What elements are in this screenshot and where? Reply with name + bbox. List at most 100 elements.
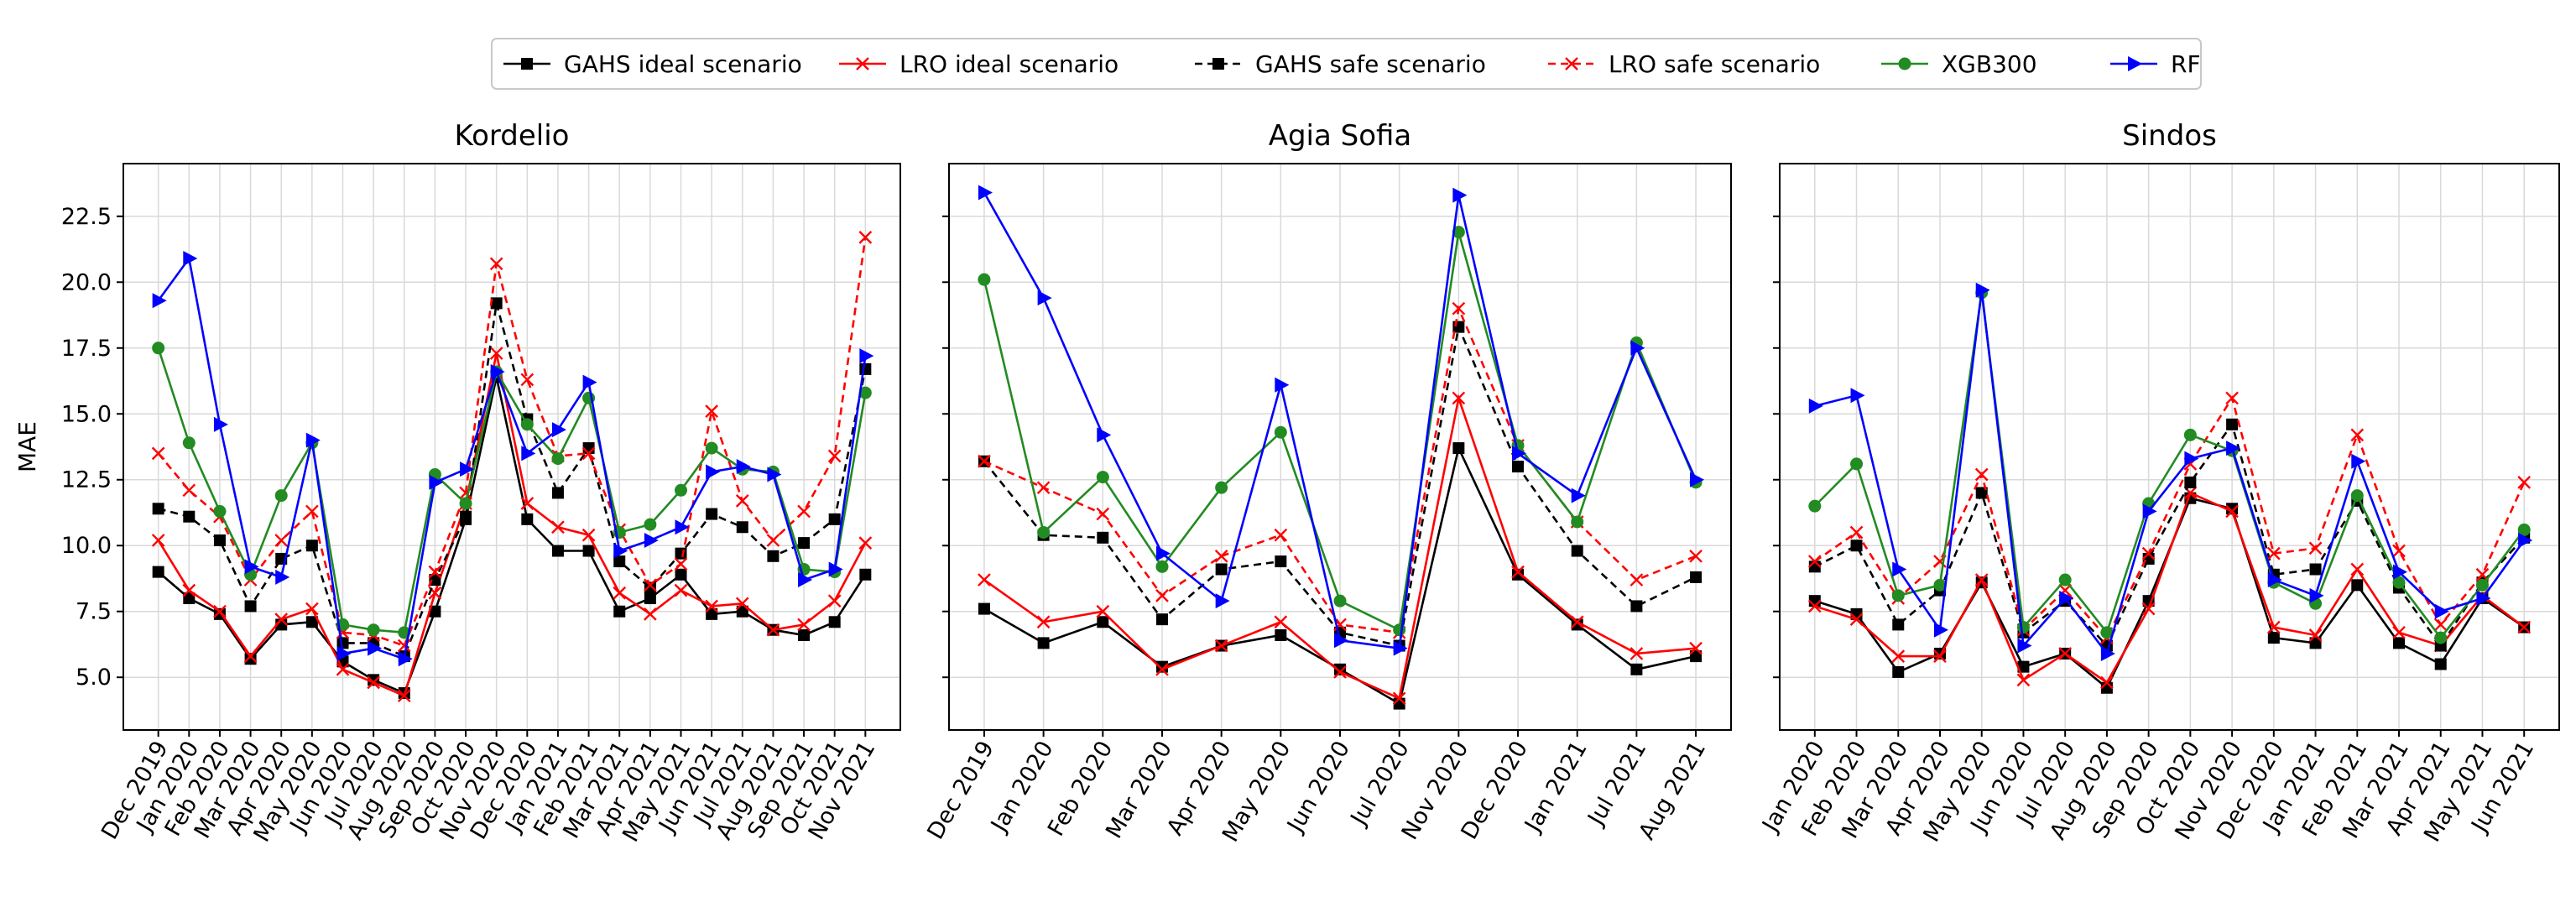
legend-marker — [1212, 58, 1224, 70]
y-tick-label: 10.0 — [61, 533, 112, 559]
data-point — [1690, 571, 1703, 583]
data-point — [767, 467, 782, 482]
data-point — [397, 689, 411, 703]
data-point — [705, 599, 718, 613]
data-point — [183, 251, 198, 267]
data-point — [644, 581, 656, 594]
data-point — [244, 600, 257, 613]
x-tick-label: Dec 2019 — [922, 737, 999, 844]
series-rf — [978, 185, 1705, 656]
series-line-xgb300 — [1813, 292, 2526, 640]
legend-entry-gahs-safe-scenario: GAHS safe scenario — [1195, 50, 1486, 78]
data-point — [613, 543, 628, 559]
data-point — [1275, 555, 1287, 568]
data-point — [2517, 523, 2531, 536]
data-point — [1511, 565, 1525, 579]
y-tick-label: 22.5 — [61, 204, 112, 230]
data-point — [736, 459, 751, 475]
data-point — [1850, 388, 1865, 404]
legend-label: LRO safe scenario — [1609, 50, 1820, 78]
data-point — [1849, 613, 1864, 626]
data-point — [2517, 620, 2532, 634]
data-point — [398, 651, 413, 667]
data-point — [213, 504, 227, 518]
data-point — [2225, 391, 2239, 405]
data-point — [797, 504, 811, 519]
data-point — [275, 569, 290, 585]
data-point — [1215, 481, 1228, 494]
data-point — [1334, 633, 1348, 649]
series-line-lro-ideal-scenario — [1814, 491, 2525, 685]
data-point — [1036, 615, 1051, 629]
data-point — [2392, 544, 2406, 558]
data-point — [1155, 662, 1169, 676]
data-point — [2476, 591, 2491, 607]
data-point — [613, 586, 627, 600]
legend-entry-lro-safe-scenario: LRO safe scenario — [1548, 50, 1820, 78]
data-point — [581, 446, 596, 461]
data-point — [1975, 487, 1988, 499]
legend-label: LRO ideal scenario — [900, 50, 1119, 78]
data-point — [2433, 618, 2448, 632]
series-line-lro-safe-scenario — [157, 237, 867, 648]
data-point — [858, 536, 873, 550]
data-point — [1891, 589, 1905, 602]
data-point — [644, 578, 657, 592]
data-point — [1392, 691, 1406, 706]
data-point — [1512, 446, 1527, 461]
data-point — [2141, 546, 2156, 560]
legend-marker — [1565, 57, 1578, 70]
data-point — [644, 592, 656, 605]
data-point — [1690, 472, 1705, 487]
data-point — [151, 534, 165, 547]
data-point — [2016, 673, 2031, 687]
series-xgb300 — [152, 342, 872, 639]
legend-entry-xgb300: XGB300 — [1881, 50, 2037, 78]
data-point — [551, 520, 565, 534]
data-point — [1892, 561, 1907, 577]
data-point — [2017, 638, 2032, 654]
data-point — [1452, 301, 1466, 315]
data-point — [644, 518, 657, 531]
data-point — [305, 616, 318, 628]
data-point — [828, 561, 843, 577]
data-point — [429, 574, 441, 587]
data-point — [582, 374, 597, 390]
data-point — [336, 662, 350, 676]
data-point — [182, 483, 196, 498]
plot-frame — [1779, 163, 2560, 731]
series-rf — [1808, 282, 2533, 661]
data-point — [582, 545, 595, 557]
data-point — [2184, 451, 2199, 467]
data-point — [2266, 546, 2281, 560]
series-lro-ideal-scenario — [978, 391, 1703, 706]
data-point — [1974, 467, 1989, 482]
data-point — [675, 568, 687, 581]
data-point — [182, 436, 196, 450]
data-point — [581, 528, 596, 542]
data-point — [551, 545, 564, 557]
data-point — [674, 557, 688, 571]
data-point — [1155, 660, 1168, 673]
data-point — [520, 418, 534, 431]
y-tick-label: 20.0 — [61, 269, 112, 295]
data-point — [2350, 489, 2364, 503]
data-point — [1512, 461, 1525, 473]
data-point — [460, 510, 472, 523]
data-point — [213, 534, 226, 546]
data-point — [1393, 640, 1408, 656]
data-point — [244, 653, 257, 665]
data-point — [274, 534, 289, 547]
data-point — [367, 675, 380, 690]
data-point — [459, 497, 472, 510]
data-point — [1571, 487, 1586, 503]
data-point — [1933, 649, 1947, 663]
data-point — [859, 362, 872, 375]
data-point — [1333, 665, 1347, 679]
data-point — [1570, 615, 1584, 629]
series-line-lro-safe-scenario — [1814, 395, 2526, 640]
data-point — [1452, 391, 1466, 405]
data-point — [674, 583, 688, 597]
data-point — [1452, 226, 1465, 239]
